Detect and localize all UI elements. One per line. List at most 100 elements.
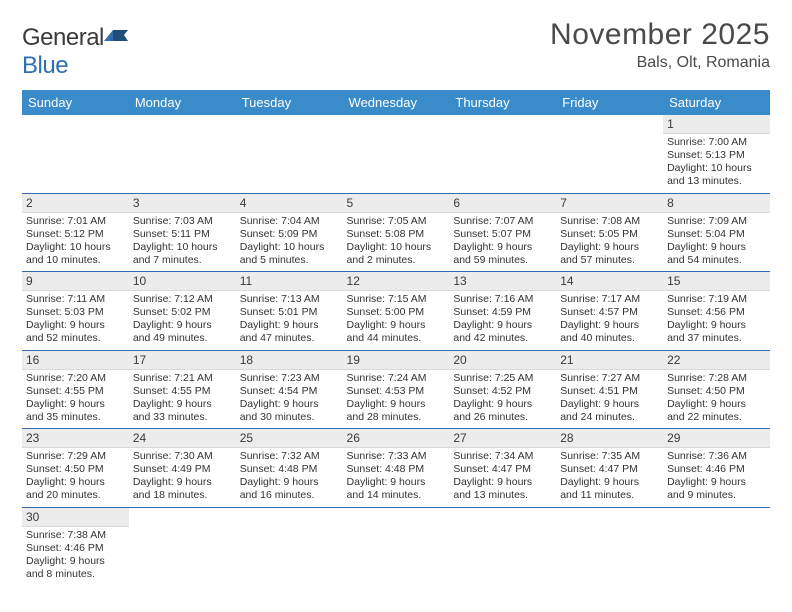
calendar-cell: 29Sunrise: 7:36 AMSunset: 4:46 PMDayligh…: [663, 429, 770, 508]
day-number: 4: [236, 194, 343, 213]
daylight-text: Daylight: 9 hours and 11 minutes.: [560, 476, 659, 502]
sunset-text: Sunset: 4:50 PM: [26, 463, 125, 476]
daylight-text: Daylight: 9 hours and 28 minutes.: [347, 398, 446, 424]
page-subtitle: Bals, Olt, Romania: [550, 54, 770, 72]
sunset-text: Sunset: 4:55 PM: [26, 385, 125, 398]
daylight-text: Daylight: 10 hours and 13 minutes.: [667, 162, 766, 188]
day-body: Sunrise: 7:28 AMSunset: 4:50 PMDaylight:…: [663, 370, 770, 429]
day-body: Sunrise: 7:20 AMSunset: 4:55 PMDaylight:…: [22, 370, 129, 429]
calendar-week: 9Sunrise: 7:11 AMSunset: 5:03 PMDaylight…: [22, 272, 770, 351]
day-number: 2: [22, 194, 129, 213]
calendar-cell: ....: [556, 115, 663, 193]
sunset-text: Sunset: 5:03 PM: [26, 306, 125, 319]
day-number: 6: [449, 194, 556, 213]
daylight-text: Daylight: 9 hours and 52 minutes.: [26, 319, 125, 345]
sunset-text: Sunset: 4:55 PM: [133, 385, 232, 398]
calendar-cell: 6Sunrise: 7:07 AMSunset: 5:07 PMDaylight…: [449, 193, 556, 272]
sunrise-text: Sunrise: 7:08 AM: [560, 215, 659, 228]
calendar-cell: 15Sunrise: 7:19 AMSunset: 4:56 PMDayligh…: [663, 272, 770, 351]
calendar-cell: ....: [663, 507, 770, 585]
day-body: Sunrise: 7:07 AMSunset: 5:07 PMDaylight:…: [449, 213, 556, 272]
col-sunday: Sunday: [22, 90, 129, 115]
day-number: 26: [343, 429, 450, 448]
calendar-cell: 25Sunrise: 7:32 AMSunset: 4:48 PMDayligh…: [236, 429, 343, 508]
calendar-cell: ....: [556, 507, 663, 585]
sunrise-text: Sunrise: 7:04 AM: [240, 215, 339, 228]
sunrise-text: Sunrise: 7:07 AM: [453, 215, 552, 228]
calendar-cell: 20Sunrise: 7:25 AMSunset: 4:52 PMDayligh…: [449, 350, 556, 429]
daylight-text: Daylight: 9 hours and 37 minutes.: [667, 319, 766, 345]
calendar-cell: 5Sunrise: 7:05 AMSunset: 5:08 PMDaylight…: [343, 193, 450, 272]
sunrise-text: Sunrise: 7:38 AM: [26, 529, 125, 542]
day-body: Sunrise: 7:30 AMSunset: 4:49 PMDaylight:…: [129, 448, 236, 507]
daylight-text: Daylight: 9 hours and 49 minutes.: [133, 319, 232, 345]
daylight-text: Daylight: 9 hours and 59 minutes.: [453, 241, 552, 267]
day-body: Sunrise: 7:13 AMSunset: 5:01 PMDaylight:…: [236, 291, 343, 350]
calendar-cell: 9 Sunrise: 7:11 AMSunset: 5:03 PMDaylight…: [22, 272, 129, 351]
calendar-cell: 22Sunrise: 7:28 AMSunset: 4:50 PMDayligh…: [663, 350, 770, 429]
day-body: Sunrise: 7:24 AMSunset: 4:53 PMDaylight:…: [343, 370, 450, 429]
sunrise-text: Sunrise: 7:11 AM: [26, 293, 125, 306]
sunrise-text: Sunrise: 7:35 AM: [560, 450, 659, 463]
day-body: Sunrise: 7:21 AMSunset: 4:55 PMDaylight:…: [129, 370, 236, 429]
daylight-text: Daylight: 9 hours and 8 minutes.: [26, 555, 125, 581]
calendar-table: Sunday Monday Tuesday Wednesday Thursday…: [22, 90, 770, 585]
sunrise-text: Sunrise: 7:32 AM: [240, 450, 339, 463]
calendar-cell: ....: [449, 507, 556, 585]
sunset-text: Sunset: 4:48 PM: [347, 463, 446, 476]
sunset-text: Sunset: 4:56 PM: [667, 306, 766, 319]
calendar-cell: 8Sunrise: 7:09 AMSunset: 5:04 PMDaylight…: [663, 193, 770, 272]
sunset-text: Sunset: 4:50 PM: [667, 385, 766, 398]
day-body: Sunrise: 7:04 AMSunset: 5:09 PMDaylight:…: [236, 213, 343, 272]
daylight-text: Daylight: 9 hours and 22 minutes.: [667, 398, 766, 424]
sunrise-text: Sunrise: 7:17 AM: [560, 293, 659, 306]
day-body: Sunrise: 7:15 AMSunset: 5:00 PMDaylight:…: [343, 291, 450, 350]
sunset-text: Sunset: 5:05 PM: [560, 228, 659, 241]
sunset-text: Sunset: 4:47 PM: [453, 463, 552, 476]
sunset-text: Sunset: 4:54 PM: [240, 385, 339, 398]
sunrise-text: Sunrise: 7:25 AM: [453, 372, 552, 385]
calendar-week: 2Sunrise: 7:01 AMSunset: 5:12 PMDaylight…: [22, 193, 770, 272]
day-number: 17: [129, 351, 236, 370]
calendar-cell: 14Sunrise: 7:17 AMSunset: 4:57 PMDayligh…: [556, 272, 663, 351]
sunset-text: Sunset: 4:59 PM: [453, 306, 552, 319]
daylight-text: Daylight: 10 hours and 2 minutes.: [347, 241, 446, 267]
sunset-text: Sunset: 4:49 PM: [133, 463, 232, 476]
sunrise-text: Sunrise: 7:05 AM: [347, 215, 446, 228]
calendar-cell: 24Sunrise: 7:30 AMSunset: 4:49 PMDayligh…: [129, 429, 236, 508]
calendar-cell: 30Sunrise: 7:38 AMSunset: 4:46 PMDayligh…: [22, 507, 129, 585]
sunrise-text: Sunrise: 7:30 AM: [133, 450, 232, 463]
day-number: 28: [556, 429, 663, 448]
day-number: 23: [22, 429, 129, 448]
day-number: 24: [129, 429, 236, 448]
day-number: 9: [22, 272, 129, 291]
sunset-text: Sunset: 5:11 PM: [133, 228, 232, 241]
sunset-text: Sunset: 4:53 PM: [347, 385, 446, 398]
calendar-cell: 23Sunrise: 7:29 AMSunset: 4:50 PMDayligh…: [22, 429, 129, 508]
sunset-text: Sunset: 5:00 PM: [347, 306, 446, 319]
sunrise-text: Sunrise: 7:13 AM: [240, 293, 339, 306]
sunrise-text: Sunrise: 7:19 AM: [667, 293, 766, 306]
daylight-text: Daylight: 9 hours and 26 minutes.: [453, 398, 552, 424]
sunset-text: Sunset: 5:13 PM: [667, 149, 766, 162]
day-body: Sunrise: 7:08 AMSunset: 5:05 PMDaylight:…: [556, 213, 663, 272]
day-body: Sunrise: 7:25 AMSunset: 4:52 PMDaylight:…: [449, 370, 556, 429]
day-number: 1: [663, 115, 770, 134]
sunrise-text: Sunrise: 7:29 AM: [26, 450, 125, 463]
calendar-cell: 26Sunrise: 7:33 AMSunset: 4:48 PMDayligh…: [343, 429, 450, 508]
day-number: 14: [556, 272, 663, 291]
day-body: Sunrise: 7:27 AMSunset: 4:51 PMDaylight:…: [556, 370, 663, 429]
daylight-text: Daylight: 9 hours and 30 minutes.: [240, 398, 339, 424]
day-number: 3: [129, 194, 236, 213]
calendar-cell: 10Sunrise: 7:12 AMSunset: 5:02 PMDayligh…: [129, 272, 236, 351]
day-body: Sunrise: 7:38 AMSunset: 4:46 PMDaylight:…: [22, 527, 129, 586]
sunset-text: Sunset: 4:47 PM: [560, 463, 659, 476]
calendar-cell: 7Sunrise: 7:08 AMSunset: 5:05 PMDaylight…: [556, 193, 663, 272]
col-saturday: Saturday: [663, 90, 770, 115]
sunrise-text: Sunrise: 7:28 AM: [667, 372, 766, 385]
sunset-text: Sunset: 5:01 PM: [240, 306, 339, 319]
day-number: 7: [556, 194, 663, 213]
day-number: 27: [449, 429, 556, 448]
daylight-text: Daylight: 9 hours and 47 minutes.: [240, 319, 339, 345]
day-number: 30: [22, 508, 129, 527]
